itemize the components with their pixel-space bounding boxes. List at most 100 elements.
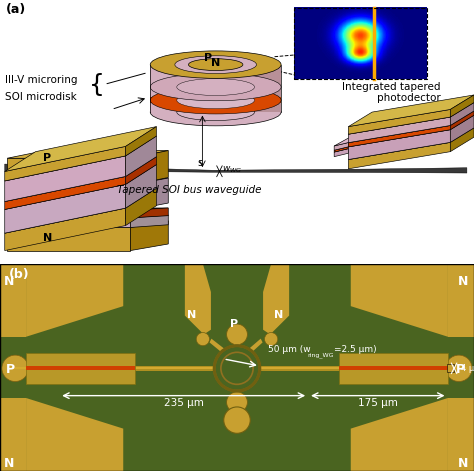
Circle shape [446,355,472,382]
Polygon shape [450,111,474,130]
Text: 175 μm: 175 μm [358,398,398,408]
Text: SOI microdisk: SOI microdisk [5,92,76,102]
Polygon shape [7,208,168,210]
Polygon shape [450,95,474,117]
Polygon shape [126,164,156,208]
Polygon shape [130,178,168,210]
Circle shape [264,333,278,346]
Polygon shape [255,65,281,112]
Circle shape [2,355,28,382]
Text: $w_{WG}$: $w_{WG}$ [222,164,243,175]
Text: N: N [274,310,283,320]
Bar [150,97,281,103]
Text: =2.5 μm): =2.5 μm) [334,345,377,354]
Text: N: N [457,457,468,470]
Bar [234,404,240,413]
Polygon shape [351,264,448,337]
Polygon shape [7,158,130,185]
Polygon shape [5,156,126,202]
Ellipse shape [177,79,255,96]
Polygon shape [5,184,126,233]
Polygon shape [5,164,467,173]
Polygon shape [0,264,26,337]
Polygon shape [26,398,123,471]
Ellipse shape [177,92,255,109]
Text: N: N [211,58,220,68]
Bar [341,355,446,382]
Bar [294,8,427,79]
Polygon shape [7,185,130,210]
Bar [7,366,467,371]
Polygon shape [7,210,130,218]
Polygon shape [263,264,289,334]
Polygon shape [334,147,348,152]
Polygon shape [150,65,177,112]
Polygon shape [450,103,474,125]
Polygon shape [334,141,363,152]
Text: 4 μm: 4 μm [461,364,474,373]
Bar [177,97,255,103]
Bar [294,8,427,79]
Ellipse shape [175,56,256,73]
Polygon shape [7,227,130,251]
Polygon shape [348,142,450,169]
Polygon shape [334,139,363,150]
Polygon shape [0,398,26,471]
Polygon shape [126,188,156,226]
Polygon shape [5,157,156,202]
Polygon shape [5,127,156,171]
Polygon shape [130,221,168,251]
Polygon shape [7,218,130,227]
Text: N: N [187,310,197,320]
Bar [447,364,454,372]
Polygon shape [7,151,168,158]
Polygon shape [348,111,474,143]
Polygon shape [351,398,448,471]
Text: N: N [4,457,14,470]
Ellipse shape [150,87,281,114]
Polygon shape [177,65,255,112]
Polygon shape [348,139,363,149]
Bar [339,353,448,384]
Polygon shape [243,339,263,358]
Ellipse shape [150,73,281,101]
Polygon shape [448,264,474,337]
Polygon shape [348,95,474,127]
Text: (b): (b) [9,268,29,281]
Text: P: P [456,363,465,376]
Polygon shape [5,177,126,210]
Text: 235 μm: 235 μm [164,398,204,408]
Circle shape [196,333,210,346]
Circle shape [227,392,247,413]
Ellipse shape [150,98,281,126]
Polygon shape [348,135,363,147]
Polygon shape [334,143,348,150]
Text: P: P [230,319,238,329]
Text: P: P [43,153,52,163]
Bar [7,367,467,369]
Ellipse shape [150,51,281,78]
Text: N: N [4,275,14,288]
Polygon shape [7,221,168,227]
Text: P: P [6,363,15,376]
Polygon shape [5,188,156,233]
Bar [26,366,135,370]
Ellipse shape [177,104,255,121]
Polygon shape [348,141,363,153]
Polygon shape [348,128,474,160]
Polygon shape [126,157,156,184]
Text: Tapered SOI bus waveguide: Tapered SOI bus waveguide [118,185,262,195]
Polygon shape [348,125,450,147]
Bar [28,355,133,382]
Bar [234,379,240,391]
Polygon shape [185,264,211,334]
Polygon shape [448,398,474,471]
Polygon shape [7,178,168,185]
Text: (a): (a) [6,3,26,16]
Polygon shape [5,164,156,210]
Polygon shape [126,136,156,177]
Polygon shape [334,135,363,146]
Text: III-V microring: III-V microring [5,75,77,85]
Ellipse shape [189,59,243,71]
Bar [26,353,135,384]
